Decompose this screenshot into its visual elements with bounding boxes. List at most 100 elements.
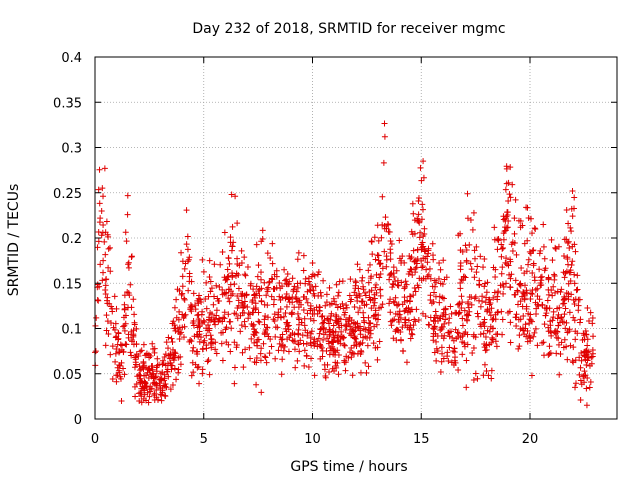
- data-point: [376, 274, 383, 281]
- data-point: [301, 322, 308, 329]
- data-point: [404, 297, 411, 304]
- data-point: [229, 243, 236, 250]
- data-point: [527, 317, 534, 324]
- data-point: [381, 133, 388, 140]
- data-point: [514, 287, 521, 294]
- data-point: [264, 250, 271, 257]
- data-point: [307, 287, 314, 294]
- data-point: [255, 309, 262, 316]
- data-point: [131, 321, 138, 328]
- data-point: [141, 391, 148, 398]
- data-point: [507, 339, 514, 346]
- data-point: [379, 265, 386, 272]
- data-point: [537, 274, 544, 281]
- data-point: [398, 279, 405, 286]
- data-point: [319, 320, 326, 327]
- data-point: [438, 344, 445, 351]
- data-point: [304, 288, 311, 295]
- data-point: [482, 280, 489, 287]
- data-point: [347, 298, 354, 305]
- data-point: [475, 313, 482, 320]
- data-point: [372, 256, 379, 263]
- data-point: [305, 278, 312, 285]
- data-point: [402, 322, 409, 329]
- data-point: [562, 325, 569, 332]
- data-point: [115, 367, 122, 374]
- data-point: [512, 196, 519, 203]
- data-point: [159, 389, 166, 396]
- data-point: [365, 267, 372, 274]
- data-point: [431, 277, 438, 284]
- data-point: [227, 234, 234, 241]
- data-point: [189, 347, 196, 354]
- data-point: [225, 341, 232, 348]
- data-point: [311, 372, 318, 379]
- data-point: [356, 266, 363, 273]
- data-point: [507, 164, 514, 171]
- data-point: [206, 274, 213, 281]
- data-point: [390, 281, 397, 288]
- data-point: [122, 229, 129, 236]
- data-point: [407, 308, 414, 315]
- x-tick-label: 10: [304, 432, 321, 447]
- data-point: [526, 316, 533, 323]
- data-point: [324, 335, 331, 342]
- data-point: [237, 312, 244, 319]
- data-point: [342, 309, 349, 316]
- data-point: [227, 348, 234, 355]
- data-point: [234, 261, 241, 268]
- data-point: [585, 354, 592, 361]
- y-tick-label: 0.1: [61, 323, 82, 338]
- data-point: [201, 337, 208, 344]
- data-point: [555, 322, 562, 329]
- data-point: [572, 336, 579, 343]
- data-point: [165, 345, 172, 352]
- data-point: [499, 264, 506, 271]
- data-point: [326, 284, 333, 291]
- data-point: [103, 312, 110, 319]
- data-point: [393, 326, 400, 333]
- data-point: [234, 293, 241, 300]
- data-point: [264, 330, 271, 337]
- data-point: [231, 339, 238, 346]
- data-point: [446, 315, 453, 322]
- data-point: [422, 313, 429, 320]
- data-point: [508, 271, 515, 278]
- data-point: [530, 260, 537, 267]
- data-point: [472, 293, 479, 300]
- data-point: [137, 348, 144, 355]
- data-point: [234, 255, 241, 262]
- data-point: [578, 357, 585, 364]
- data-point: [367, 275, 374, 282]
- data-point: [547, 322, 554, 329]
- data-point: [463, 384, 470, 391]
- data-point: [502, 259, 509, 266]
- data-point: [509, 181, 516, 188]
- data-point: [483, 368, 490, 375]
- data-point: [177, 361, 184, 368]
- data-point: [272, 355, 279, 362]
- data-point: [524, 237, 531, 244]
- data-point: [171, 365, 178, 372]
- data-point: [457, 266, 464, 273]
- data-point: [425, 321, 432, 328]
- data-point: [363, 369, 370, 376]
- data-point: [514, 301, 521, 308]
- data-point: [367, 296, 374, 303]
- data-point: [549, 257, 556, 264]
- data-point: [452, 359, 459, 366]
- data-point: [410, 292, 417, 299]
- data-point: [120, 323, 127, 330]
- data-point: [194, 364, 201, 371]
- data-point: [500, 244, 507, 251]
- data-point: [256, 319, 263, 326]
- data-point: [125, 304, 132, 311]
- data-point: [382, 214, 389, 221]
- data-point: [520, 327, 527, 334]
- data-point: [194, 297, 201, 304]
- data-point: [140, 395, 147, 402]
- data-point: [581, 352, 588, 359]
- data-point: [338, 328, 345, 335]
- data-point: [425, 245, 432, 252]
- data-point: [549, 292, 556, 299]
